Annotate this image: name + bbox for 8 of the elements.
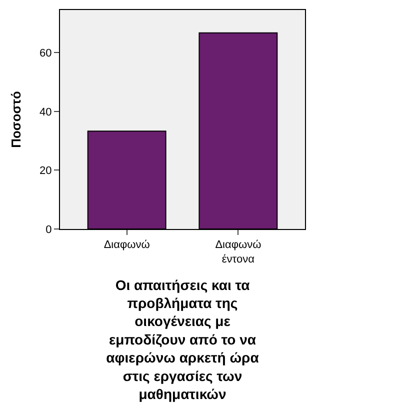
y-tick-label: 20 — [40, 165, 52, 178]
x-tick-label: Διαφωνώ — [104, 239, 150, 252]
y-tick-label: 60 — [40, 47, 52, 60]
x-tick-label: Διαφωνώ έντονα — [215, 239, 262, 266]
y-axis-title: Ποσοστό — [8, 91, 24, 148]
y-tick-label: 40 — [40, 106, 52, 118]
y-tick-label: 0 — [46, 224, 52, 236]
x-axis-title: Οι απαιτήσεις και τα προβλήματα της οικογένειας με εμποδίζουν από το να αφιερώνω αρκετή ώρα στις εργασίες των μαθηματικών — [106, 276, 260, 402]
